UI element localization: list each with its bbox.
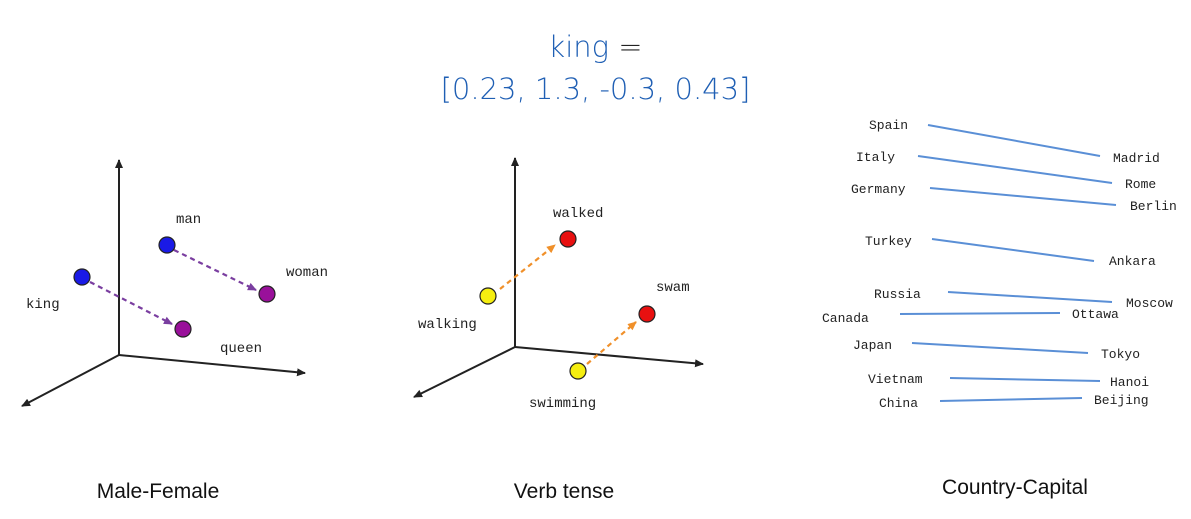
male-female-caption: Male-Female — [97, 480, 220, 503]
embedding-title-word: king = — [0, 28, 1191, 66]
country-capital-panel: Spain Madrid Italy Rome Germany Berlin Turkey A… — [822, 118, 1177, 499]
country-capital-lines — [899, 124, 1117, 402]
country-capital-line — [917, 155, 1113, 184]
swimming-swam-arrow — [586, 321, 637, 365]
country-capital-line — [929, 187, 1117, 206]
capital-label: Berlin — [1130, 199, 1177, 214]
swam-point — [638, 305, 656, 323]
country-capital-line — [927, 124, 1101, 157]
country-label: Japan — [853, 338, 892, 353]
vector-text: [0.23, 1.3, -0.3, 0.43] — [440, 72, 751, 106]
capital-label: Rome — [1125, 177, 1156, 192]
walking-walked-arrow — [499, 244, 556, 290]
country-capital-line — [947, 291, 1113, 303]
country-label: Spain — [869, 118, 908, 133]
z-axis — [413, 346, 516, 398]
swimming-label: swimming — [529, 396, 596, 412]
country-label: Turkey — [865, 234, 912, 249]
walked-label: walked — [553, 206, 603, 222]
country-label: China — [879, 396, 918, 411]
country-label: Canada — [822, 311, 869, 326]
country-label: Germany — [851, 182, 906, 197]
swam-label: swam — [656, 280, 690, 296]
man-label: man — [176, 212, 201, 228]
capital-label: Hanoi — [1110, 375, 1149, 390]
woman-point — [258, 285, 276, 303]
verb-tense-panel: walking walked swimming swam Verb tense — [413, 157, 704, 503]
woman-label: woman — [286, 265, 328, 281]
man-point — [158, 236, 176, 254]
queen-label: queen — [220, 341, 262, 357]
king-label: king — [26, 297, 60, 313]
queen-point — [174, 320, 192, 338]
capital-label: Ottawa — [1072, 307, 1119, 322]
equals-sign: = — [618, 30, 643, 64]
country-capital-line — [939, 397, 1083, 402]
walking-label: walking — [418, 317, 477, 333]
country-label: Vietnam — [868, 372, 923, 387]
country-capital-line — [899, 312, 1061, 315]
country-capital-line — [949, 377, 1101, 382]
x-axis — [514, 346, 704, 368]
king-queen-arrow — [89, 281, 173, 325]
verb-tense-caption: Verb tense — [514, 480, 614, 503]
x-axis — [118, 354, 306, 377]
country-label: Italy — [856, 150, 895, 165]
swimming-point — [569, 362, 587, 380]
country-capital-line — [931, 238, 1095, 262]
country-capital-caption: Country-Capital — [942, 476, 1088, 499]
man-woman-arrow — [173, 249, 257, 291]
country-capital-labels: Spain Madrid Italy Rome Germany Berlin Turkey A… — [822, 118, 1177, 411]
capital-label: Beijing — [1094, 393, 1149, 408]
embedding-vector: [0.23, 1.3, -0.3, 0.43] — [0, 70, 1191, 108]
walking-point — [479, 287, 497, 305]
z-axis — [21, 354, 120, 407]
word-label: king — [548, 30, 610, 64]
country-label: Russia — [874, 287, 921, 302]
capital-label: Tokyo — [1101, 347, 1140, 362]
capital-label: Moscow — [1126, 296, 1173, 311]
king-point — [73, 268, 91, 286]
country-capital-line — [911, 342, 1089, 354]
walked-point — [559, 230, 577, 248]
male-female-panel: king queen man woman Male-Female — [21, 159, 328, 503]
capital-label: Madrid — [1113, 151, 1160, 166]
capital-label: Ankara — [1109, 254, 1156, 269]
